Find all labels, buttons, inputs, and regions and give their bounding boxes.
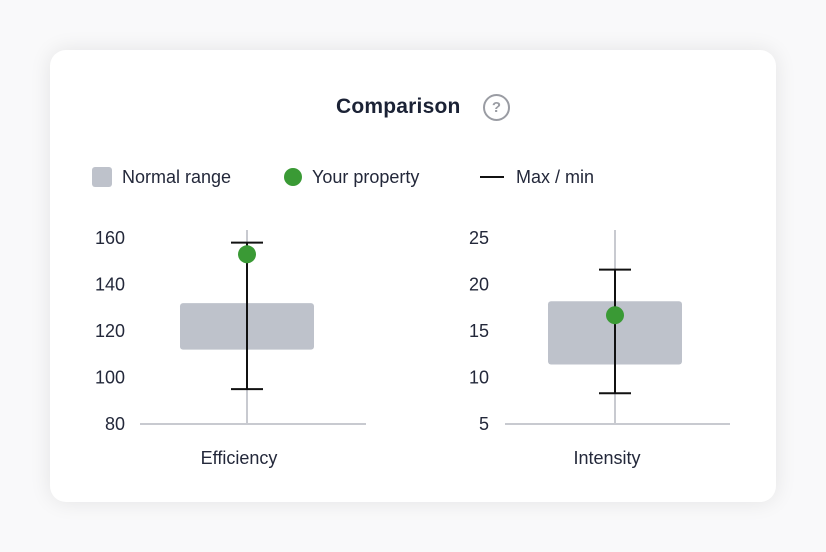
y-tick-label: 160	[95, 228, 125, 248]
property-value-dot	[606, 306, 624, 325]
y-tick-label: 80	[105, 414, 125, 434]
legend-normal-range-swatch	[92, 167, 112, 187]
category-label: Efficiency	[201, 448, 278, 468]
y-tick-label: 120	[95, 321, 125, 341]
y-tick-label: 100	[95, 368, 125, 388]
y-tick-label: 140	[95, 275, 125, 295]
y-tick-label: 5	[479, 414, 489, 434]
card-title: Comparison	[336, 95, 461, 118]
category-label: Intensity	[573, 448, 640, 468]
y-tick-label: 10	[469, 368, 489, 388]
property-value-dot	[238, 245, 256, 264]
legend-max-min-label: Max / min	[516, 167, 595, 187]
comparison-card	[50, 50, 776, 502]
question-circle-icon[interactable]: ?	[483, 94, 510, 121]
legend-max-min-swatch	[480, 176, 504, 178]
legend-your-property-swatch	[284, 168, 302, 186]
legend-your-property-label: Your property	[312, 167, 420, 187]
y-tick-label: 15	[469, 321, 489, 341]
y-tick-label: 25	[469, 228, 489, 248]
legend-normal-range-label: Normal range	[122, 167, 232, 187]
y-tick-label: 20	[469, 275, 489, 295]
